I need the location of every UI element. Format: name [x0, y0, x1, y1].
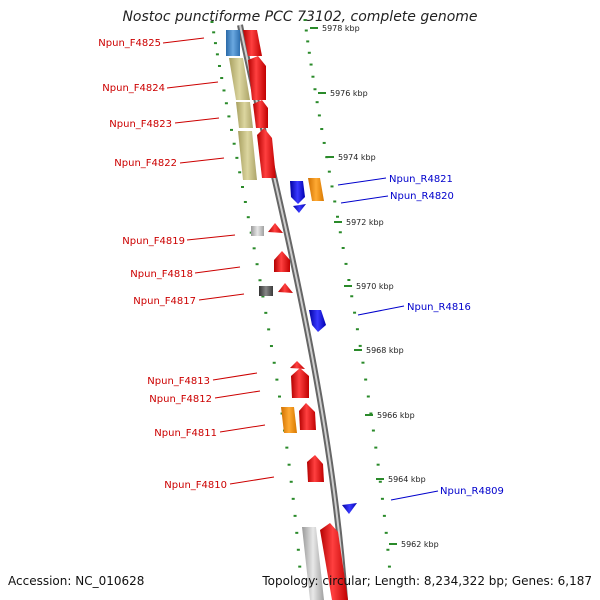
scale-label: 5970 kbp	[356, 282, 394, 291]
gene-red-bottom[interactable]	[320, 523, 348, 600]
gene-red-f4817[interactable]	[278, 283, 293, 293]
gene-olive-f4823[interactable]	[236, 102, 253, 128]
accession-text: Accession: NC_010628	[8, 574, 145, 588]
scale-label: 5978 kbp	[322, 24, 360, 33]
gene-red-f4823[interactable]	[253, 100, 268, 128]
forward-gene-labels: Npun_F4825 Npun_F4824 Npun_F4823 Npun_F4…	[98, 38, 227, 491]
gene-label-f4811[interactable]: Npun_F4811	[154, 428, 217, 439]
reverse-track-ticks	[303, 19, 391, 568]
gene-label-r4809[interactable]: Npun_R4809	[440, 486, 504, 497]
gene-label-f4812[interactable]: Npun_F4812	[149, 394, 212, 405]
scale-labels: 5978 kbp 5976 kbp 5974 kbp 5972 kbp 5970 kbp…	[310, 24, 439, 549]
gene-red-f4813[interactable]	[290, 361, 305, 369]
gene-blue-r4821[interactable]	[290, 181, 305, 204]
gene-label-f4825[interactable]: Npun_F4825	[98, 38, 161, 49]
gene-red-top[interactable]	[243, 30, 262, 56]
gene-orange-f4811[interactable]	[281, 407, 297, 433]
gene-label-f4817[interactable]: Npun_F4817	[133, 296, 196, 307]
gene-red-f4824[interactable]	[248, 56, 266, 100]
forward-track-ticks	[210, 21, 302, 568]
scale-label: 5962 kbp	[401, 540, 439, 549]
gene-label-f4810[interactable]: Npun_F4810	[164, 480, 227, 491]
scale-label: 5964 kbp	[388, 475, 426, 484]
reverse-gene-labels: Npun_R4821 Npun_R4820 Npun_R4816 Npun_R4…	[389, 174, 504, 497]
gene-grey-f4819[interactable]	[251, 226, 264, 236]
gene-blue-r4820[interactable]	[293, 204, 306, 213]
gene-red-f4822[interactable]	[257, 128, 276, 178]
gene-glyphs	[226, 30, 357, 600]
scale-label: 5976 kbp	[330, 89, 368, 98]
gene-steel-top[interactable]	[226, 30, 240, 56]
gene-red-f4811[interactable]	[299, 403, 316, 430]
gene-olive-f4822[interactable]	[238, 131, 257, 180]
gene-red-f4812[interactable]	[291, 368, 309, 398]
gene-red-f4810[interactable]	[307, 455, 324, 482]
label-leaders	[162, 37, 439, 501]
gene-red-f4819[interactable]	[268, 223, 283, 233]
gene-label-f4813[interactable]: Npun_F4813	[147, 376, 210, 387]
scale-label: 5966 kbp	[377, 411, 415, 420]
scale-label: 5974 kbp	[338, 153, 376, 162]
gene-grey-bottom[interactable]	[302, 527, 324, 600]
gene-label-f4823[interactable]: Npun_F4823	[109, 119, 172, 130]
genome-summary-text: Topology: circular; Length: 8,234,322 bp…	[262, 574, 592, 588]
gene-orange-r4821[interactable]	[308, 178, 324, 201]
gene-dark-f4817[interactable]	[259, 286, 273, 296]
gene-olive-f4824[interactable]	[229, 58, 250, 100]
gene-blue-r4816[interactable]	[309, 310, 326, 332]
gene-label-f4822[interactable]: Npun_F4822	[114, 158, 177, 169]
gene-label-f4818[interactable]: Npun_F4818	[130, 269, 193, 280]
gene-red-f4818[interactable]	[274, 251, 290, 272]
scale-label: 5972 kbp	[346, 218, 384, 227]
gene-label-r4821[interactable]: Npun_R4821	[389, 174, 453, 185]
gene-label-f4819[interactable]: Npun_F4819	[122, 236, 185, 247]
gene-label-r4820[interactable]: Npun_R4820	[390, 191, 454, 202]
gene-label-r4816[interactable]: Npun_R4816	[407, 302, 471, 313]
gene-blue-r4809[interactable]	[342, 503, 357, 514]
scale-label: 5968 kbp	[366, 346, 404, 355]
gene-label-f4824[interactable]: Npun_F4824	[102, 83, 165, 94]
